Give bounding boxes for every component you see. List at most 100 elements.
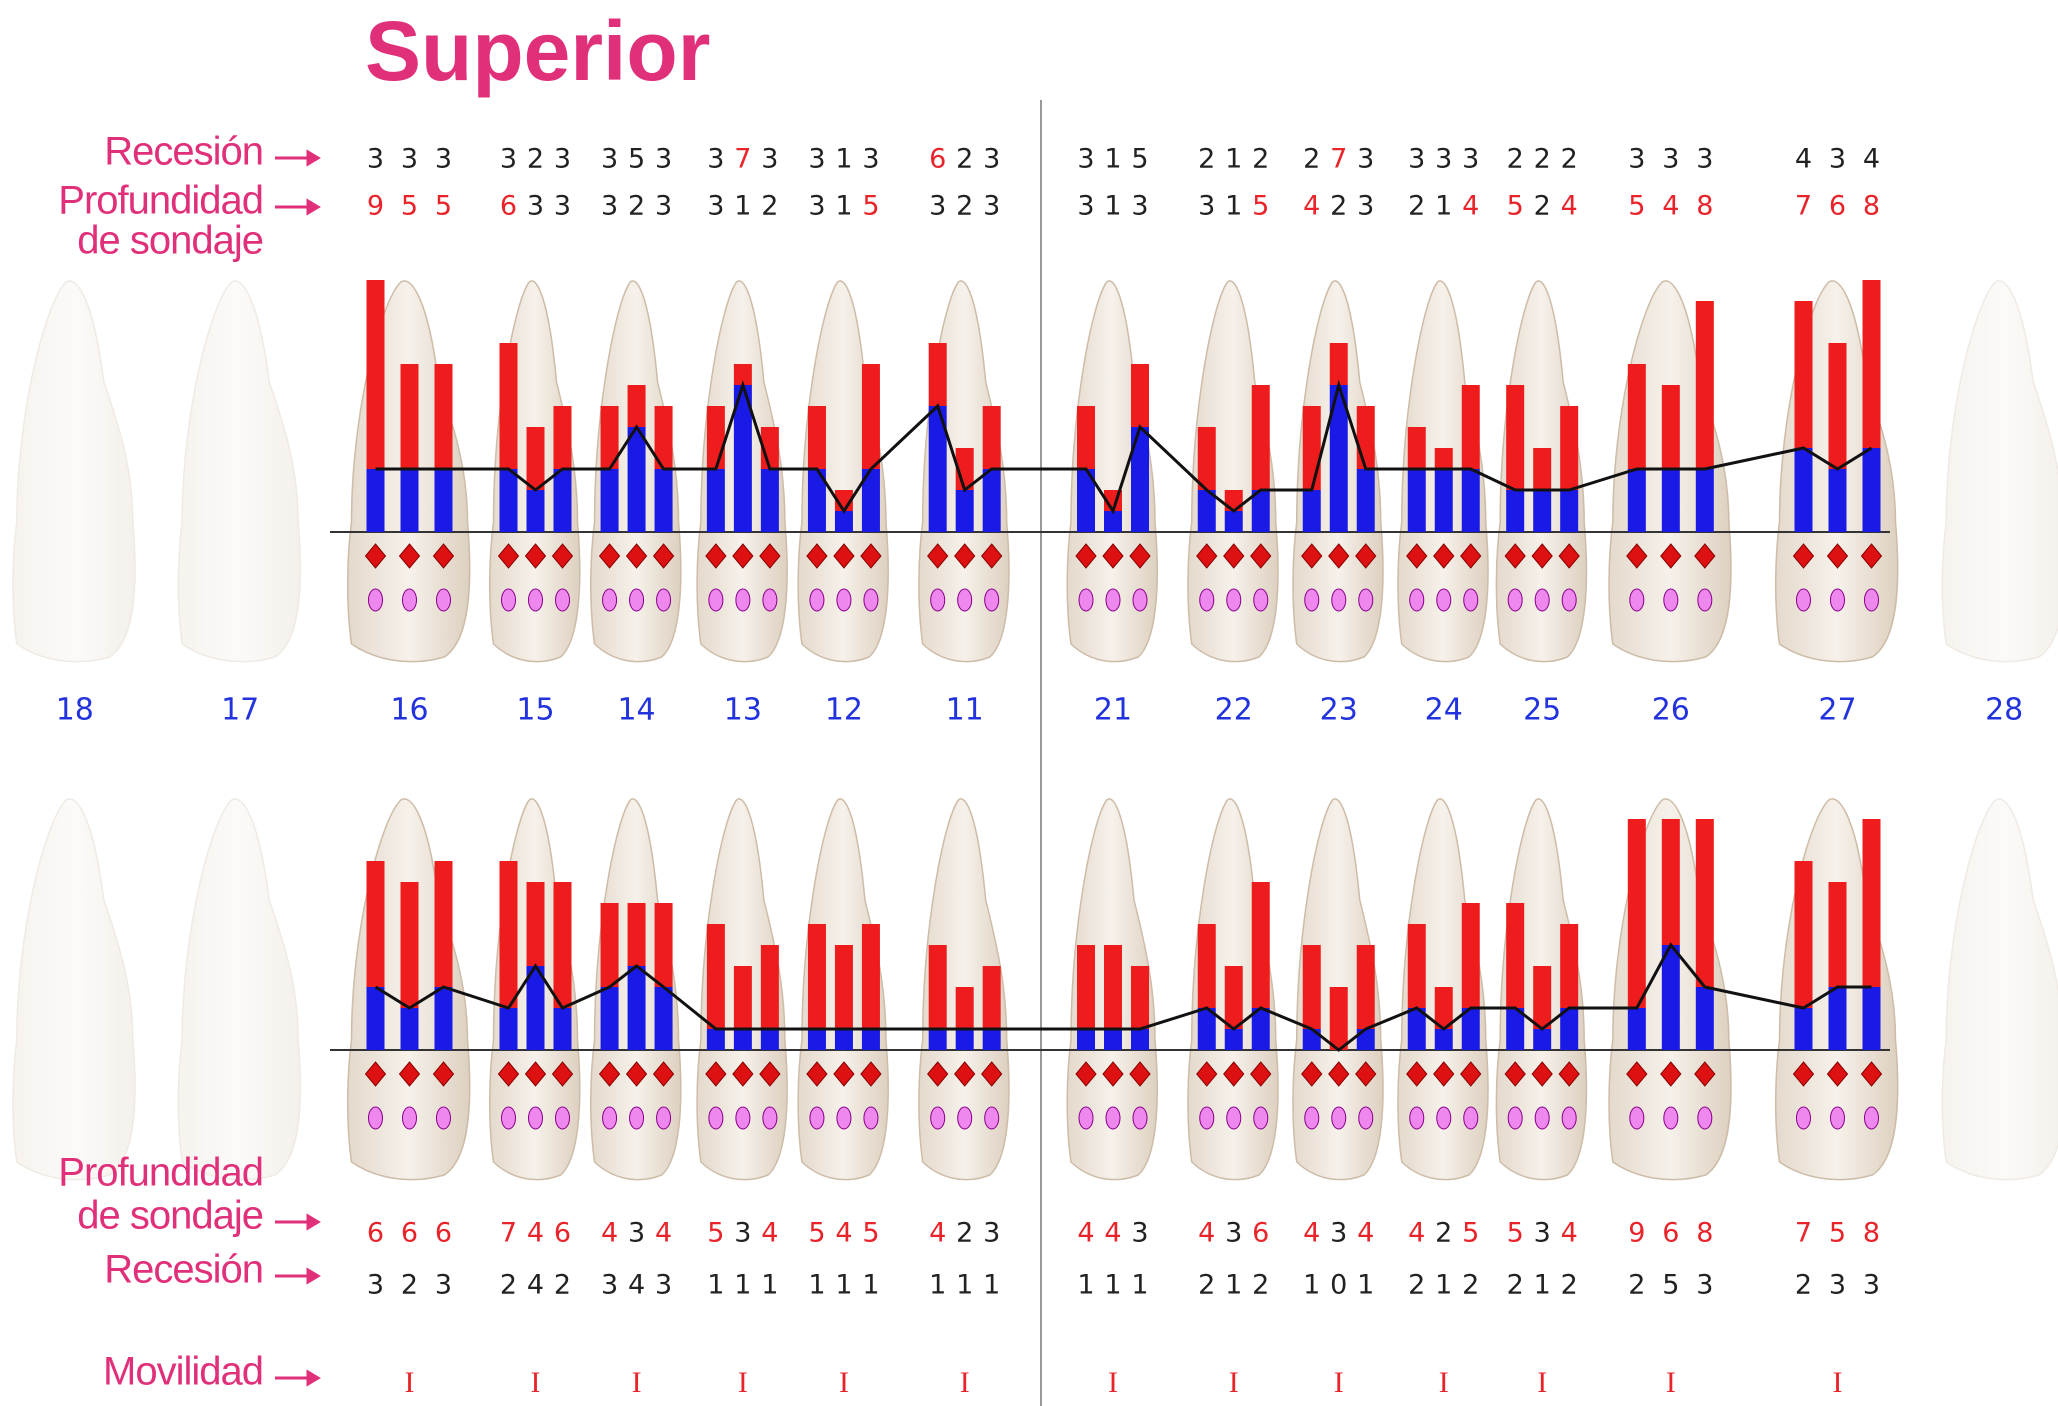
recession-bar bbox=[1863, 987, 1881, 1050]
plaque-marker bbox=[529, 1107, 543, 1129]
plaque-marker bbox=[958, 589, 972, 611]
depth-value: 3 bbox=[554, 191, 571, 222]
plaque-marker bbox=[1831, 589, 1845, 611]
mobility: I bbox=[960, 1366, 970, 1399]
depth-value: 3 bbox=[1534, 1218, 1551, 1249]
recession-value: 2 bbox=[1462, 1270, 1479, 1301]
recession-bar bbox=[1795, 1008, 1813, 1050]
recession-bar bbox=[435, 987, 453, 1050]
probing-bar bbox=[1303, 945, 1321, 1029]
plaque-marker bbox=[1535, 589, 1549, 611]
depth-value: 1 bbox=[734, 191, 751, 222]
recession-value: 2 bbox=[1252, 1270, 1269, 1301]
plaque-marker bbox=[1200, 1107, 1214, 1129]
plaque-marker bbox=[985, 589, 999, 611]
probing-bar bbox=[862, 924, 880, 1029]
probing-bar bbox=[1533, 448, 1551, 490]
probing-bar bbox=[1198, 427, 1216, 490]
plaque-marker bbox=[369, 1107, 383, 1129]
recession-bar bbox=[500, 469, 518, 532]
recession-bar bbox=[862, 1029, 880, 1050]
recession-value: 7 bbox=[1330, 144, 1347, 175]
title: Superior bbox=[365, 4, 710, 98]
plaque-marker bbox=[1133, 589, 1147, 611]
plaque-marker bbox=[1359, 589, 1373, 611]
probing-bar bbox=[983, 406, 1001, 469]
recession-value: 4 bbox=[628, 1270, 645, 1301]
recession-value: 3 bbox=[1462, 144, 1479, 175]
probing-bar bbox=[862, 364, 880, 469]
plaque-marker bbox=[864, 589, 878, 611]
probing-bar bbox=[601, 903, 619, 987]
depth-value: 2 bbox=[761, 191, 778, 222]
recession-bar bbox=[1533, 490, 1551, 532]
plaque-marker bbox=[1133, 1107, 1147, 1129]
plaque-marker bbox=[837, 589, 851, 611]
depth-value: 3 bbox=[601, 191, 618, 222]
plaque-marker bbox=[1698, 589, 1712, 611]
recession-value: 1 bbox=[862, 1270, 879, 1301]
recession-value: 3 bbox=[1662, 144, 1679, 175]
depth-value: 6 bbox=[1829, 191, 1846, 222]
recession-value: 2 bbox=[554, 1270, 571, 1301]
plaque-marker bbox=[657, 1107, 671, 1129]
plaque-marker bbox=[369, 589, 383, 611]
probing-bar bbox=[1462, 903, 1480, 1008]
probing-bar bbox=[1077, 406, 1095, 469]
depth-value: 2 bbox=[1435, 1218, 1452, 1249]
depth-value: 4 bbox=[1462, 191, 1479, 222]
probing-bar bbox=[527, 882, 545, 966]
depth-value: 4 bbox=[929, 1218, 946, 1249]
recession-value: 1 bbox=[1225, 144, 1242, 175]
depth-value: 3 bbox=[1225, 1218, 1242, 1249]
recession-value: 1 bbox=[734, 1270, 751, 1301]
recession-bar bbox=[601, 469, 619, 532]
mobility: I bbox=[531, 1366, 541, 1399]
plaque-marker bbox=[810, 589, 824, 611]
recession-bar bbox=[761, 469, 779, 532]
mobility: I bbox=[738, 1366, 748, 1399]
tooth-shape bbox=[13, 799, 135, 1180]
recession-bar bbox=[1435, 1029, 1453, 1050]
depth-value: 2 bbox=[956, 191, 973, 222]
recession-value: 3 bbox=[1628, 144, 1645, 175]
recession-bar bbox=[628, 966, 646, 1050]
depth-value: 5 bbox=[1462, 1218, 1479, 1249]
recession-bar bbox=[1225, 1029, 1243, 1050]
recession-value: 3 bbox=[554, 144, 571, 175]
recession-bar bbox=[601, 987, 619, 1050]
recession-bar bbox=[367, 987, 385, 1050]
probing-bar bbox=[367, 280, 385, 469]
depth-value: 4 bbox=[1303, 1218, 1320, 1249]
plaque-marker bbox=[1200, 589, 1214, 611]
depth-value: 5 bbox=[862, 1218, 879, 1249]
plaque-marker bbox=[1254, 589, 1268, 611]
plaque-marker bbox=[985, 1107, 999, 1129]
plaque-marker bbox=[1227, 589, 1241, 611]
recession-value: 2 bbox=[1561, 1270, 1578, 1301]
probing-bar bbox=[1506, 903, 1524, 1008]
probing-bar bbox=[435, 364, 453, 469]
plaque-marker bbox=[1508, 1107, 1522, 1129]
tooth-number: 12 bbox=[825, 693, 863, 728]
probing-bar bbox=[1533, 966, 1551, 1029]
recession-bar bbox=[1533, 1029, 1551, 1050]
depth-value: 6 bbox=[435, 1218, 452, 1249]
probing-bar bbox=[734, 966, 752, 1029]
plaque-marker bbox=[763, 1107, 777, 1129]
depth-value: 5 bbox=[808, 1218, 825, 1249]
recession-value: 3 bbox=[500, 144, 517, 175]
depth-value: 3 bbox=[1077, 191, 1094, 222]
recession-value: 3 bbox=[1829, 1270, 1846, 1301]
probing-bar bbox=[1330, 343, 1348, 385]
recession-bar bbox=[401, 1008, 419, 1050]
recession-bar bbox=[1662, 469, 1680, 532]
mobility: I bbox=[839, 1366, 849, 1399]
depth-value: 3 bbox=[707, 191, 724, 222]
probing-bar bbox=[1696, 819, 1714, 987]
plaque-marker bbox=[810, 1107, 824, 1129]
recession-bar bbox=[1077, 1029, 1095, 1050]
recession-bar bbox=[500, 1008, 518, 1050]
probing-bar bbox=[401, 882, 419, 1008]
plaque-marker bbox=[1831, 1107, 1845, 1129]
